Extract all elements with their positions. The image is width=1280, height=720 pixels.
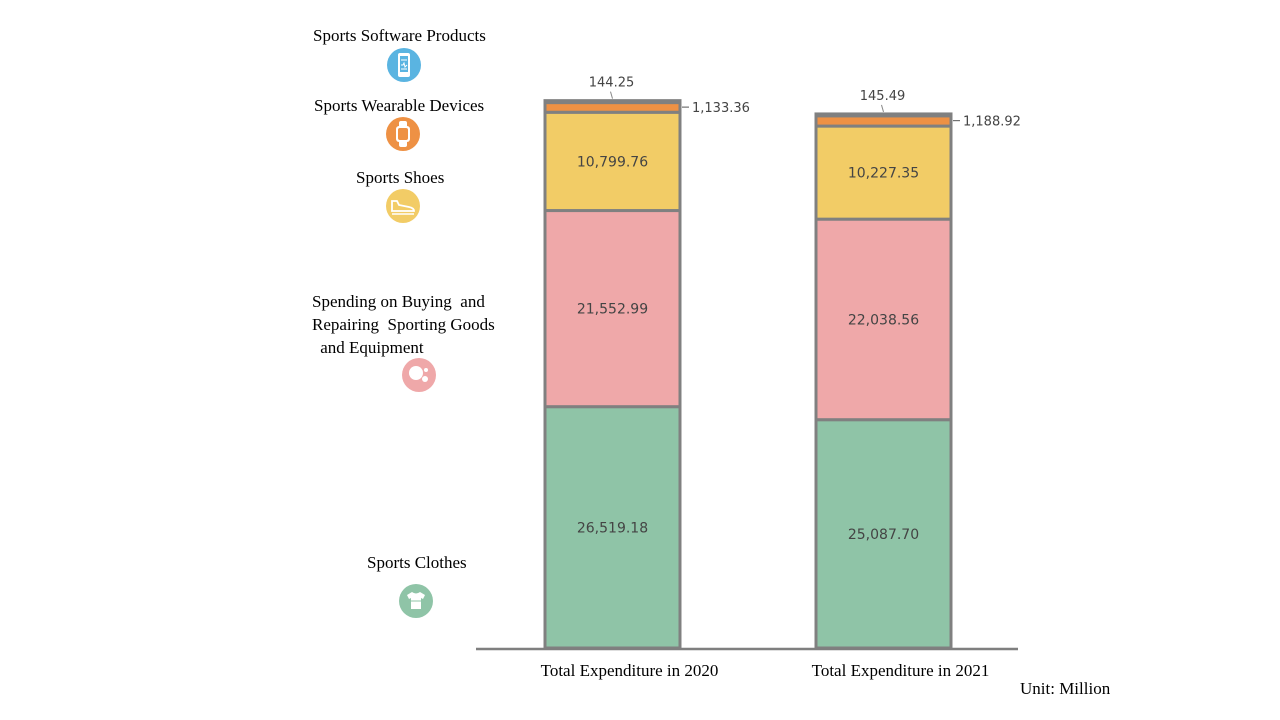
data-label-wearable-0: 1,133.36 xyxy=(692,101,750,116)
x-axis-labels: Total Expenditure in 2020 Total Expenditu… xyxy=(541,661,990,680)
legend-item-sports-shoes: Sports Shoes xyxy=(356,168,444,223)
data-label-sports-clothes-0: 26,519.18 xyxy=(577,520,648,536)
bar-2020: 26,519.18 21,552.99 10,799.76 1,133.36 144.2… xyxy=(543,76,750,650)
data-label-software-0: 144.25 xyxy=(589,76,635,91)
legend-label: and Equipment xyxy=(316,338,424,357)
data-label-sports-shoes-0: 10,799.76 xyxy=(577,154,648,170)
bar-segment-sports-software-products-0 xyxy=(543,99,682,105)
data-label-spending-on-buying-and-repairi-1: 22,038.56 xyxy=(848,312,919,328)
legend-label: Sports Software Products xyxy=(313,26,486,45)
data-label-software-1: 145.49 xyxy=(860,89,906,104)
legend-label: Spending on Buying and xyxy=(312,292,485,311)
legend-item-spending-on-buying-and-repairi: Spending on Buying and Repairing Sporting… xyxy=(312,292,495,392)
sports-balls-icon xyxy=(402,358,436,392)
data-label-sports-clothes-1: 25,087.70 xyxy=(848,527,919,543)
chart-bars: 26,519.18 21,552.99 10,799.76 1,133.36 144.2… xyxy=(543,76,1021,650)
legend-label: Sports Wearable Devices xyxy=(314,96,484,115)
sneaker-icon xyxy=(386,189,420,223)
x-tick-label-1: Total Expenditure in 2021 xyxy=(812,661,990,680)
legend-item-sports-software-products: Sports Software Products xyxy=(313,26,486,82)
legend-label: Sports Shoes xyxy=(356,168,444,187)
bar-segment-spending-on-buying-and-repairi-1 xyxy=(814,217,953,422)
data-label-spending-on-buying-and-repairi-0: 21,552.99 xyxy=(577,302,648,318)
bar-2021: 25,087.70 22,038.56 10,227.35 1,188.92 145.4… xyxy=(814,89,1021,650)
data-label-wearable-1: 1,188.92 xyxy=(963,115,1021,130)
legend-label: Repairing Sporting Goods xyxy=(312,315,495,334)
x-tick-label-0: Total Expenditure in 2020 xyxy=(541,661,719,680)
smartphone-app-icon xyxy=(387,48,421,82)
smartwatch-icon xyxy=(386,117,420,151)
t-shirt-icon xyxy=(399,584,433,618)
data-label-sports-shoes-1: 10,227.35 xyxy=(848,166,919,182)
legend-item-sports-clothes: Sports Clothes xyxy=(367,553,467,618)
callout-leader xyxy=(610,91,613,99)
bar-segment-spending-on-buying-and-repairi-0 xyxy=(543,209,682,409)
chart-legend: Sports Clothes Spending on Buying and Repa… xyxy=(312,26,495,618)
bar-segment-sports-clothes-1 xyxy=(814,418,953,650)
legend-item-sports-wearable-devices: Sports Wearable Devices xyxy=(314,96,484,151)
callout-leader xyxy=(881,104,884,113)
bar-segment-sports-software-products-1 xyxy=(814,112,953,118)
unit-label: Unit: Million xyxy=(1020,679,1111,698)
legend-label: Sports Clothes xyxy=(367,553,467,572)
